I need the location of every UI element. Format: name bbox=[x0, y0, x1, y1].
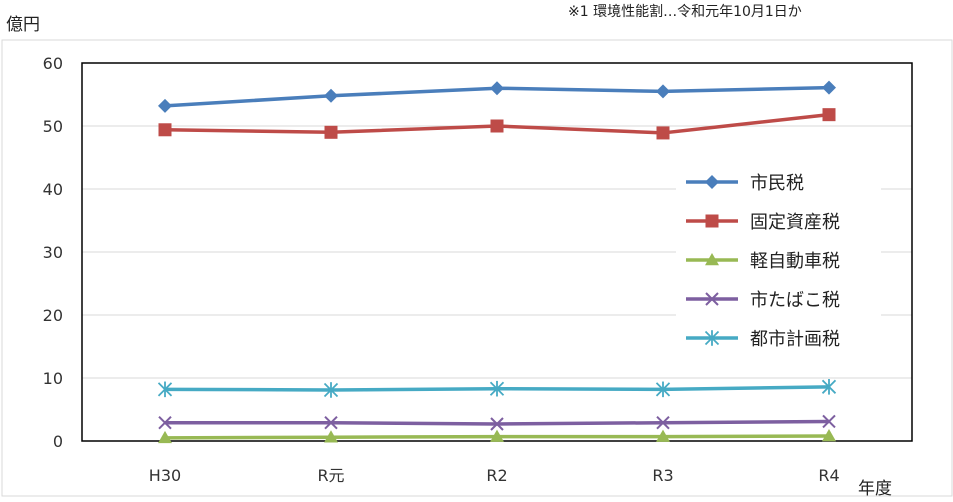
data-point bbox=[323, 382, 339, 398]
data-point bbox=[656, 84, 670, 99]
legend-item: 都市計画税 bbox=[686, 329, 840, 350]
data-point bbox=[656, 416, 670, 430]
y-tick-label: 10 bbox=[43, 369, 63, 388]
marker-stroke bbox=[158, 416, 172, 430]
data-point bbox=[324, 125, 338, 139]
data-point bbox=[324, 430, 338, 443]
y-tick-label: 50 bbox=[43, 117, 63, 136]
marker-stroke bbox=[656, 416, 670, 430]
data-point bbox=[490, 417, 504, 431]
marker-stroke bbox=[324, 416, 338, 430]
series-2 bbox=[158, 108, 836, 140]
marker-stroke bbox=[822, 414, 836, 429]
data-point bbox=[490, 119, 504, 133]
data-point bbox=[490, 81, 504, 96]
data-point bbox=[821, 379, 837, 395]
data-point bbox=[656, 126, 670, 140]
data-point bbox=[157, 381, 173, 398]
y-tick-labels: 0 10 20 30 40 50 60 bbox=[43, 54, 63, 451]
y-tick-label: 30 bbox=[43, 243, 63, 262]
legend-label: 固定資産税 bbox=[750, 212, 840, 233]
data-point bbox=[158, 98, 172, 113]
series-3 bbox=[158, 428, 836, 444]
top-note: ※1 環境性能割…令和元年10月1日か bbox=[568, 3, 802, 20]
x-tick-label: R元 bbox=[317, 466, 344, 485]
data-point bbox=[490, 429, 504, 442]
data-point bbox=[822, 414, 836, 429]
series-4 bbox=[158, 414, 836, 431]
x-tick-label: R4 bbox=[818, 466, 839, 485]
data-point bbox=[158, 416, 172, 430]
marker-stroke bbox=[490, 417, 504, 431]
legend-item: 市民税 bbox=[686, 173, 804, 194]
y-tick-label: 60 bbox=[43, 54, 63, 73]
legend-item: 軽自動車税 bbox=[686, 251, 840, 272]
legend-swatch-marker bbox=[705, 292, 719, 306]
legend-swatch-marker bbox=[705, 253, 719, 266]
data-point bbox=[655, 381, 671, 398]
marker-stroke bbox=[705, 292, 719, 306]
y-axis-label: 億円 bbox=[6, 15, 40, 35]
data-point bbox=[656, 429, 670, 442]
y-tick-label: 20 bbox=[43, 306, 63, 325]
data-point bbox=[822, 428, 836, 442]
legend-label: 市民税 bbox=[750, 173, 804, 194]
data-point bbox=[324, 416, 338, 430]
data-point bbox=[324, 88, 338, 103]
legend-swatch-marker bbox=[704, 330, 720, 346]
data-point bbox=[489, 380, 505, 397]
x-tick-labels: H30 R元 R2 R3 R4 bbox=[149, 466, 840, 485]
x-tick-label: R2 bbox=[486, 466, 507, 485]
legend-swatch-marker bbox=[705, 175, 719, 189]
data-point bbox=[822, 80, 836, 95]
series-layer bbox=[157, 80, 837, 444]
data-point bbox=[158, 123, 172, 137]
series-5 bbox=[157, 379, 837, 398]
legend-label: 軽自動車税 bbox=[750, 251, 840, 272]
y-tick-label: 0 bbox=[53, 432, 63, 451]
x-tick-label: R3 bbox=[652, 466, 673, 485]
y-tick-label: 40 bbox=[43, 180, 63, 199]
legend-label: 都市計画税 bbox=[750, 329, 840, 350]
data-point bbox=[822, 108, 836, 122]
legend-item: 市たばこ税 bbox=[686, 290, 840, 311]
series-1 bbox=[158, 80, 836, 113]
legend-swatch-marker bbox=[705, 214, 719, 228]
data-point bbox=[158, 430, 172, 444]
x-tick-label: H30 bbox=[149, 466, 181, 485]
x-axis-label: 年度 bbox=[858, 479, 892, 498]
legend-label: 市たばこ税 bbox=[750, 290, 840, 311]
legend-item: 固定資産税 bbox=[686, 212, 840, 233]
